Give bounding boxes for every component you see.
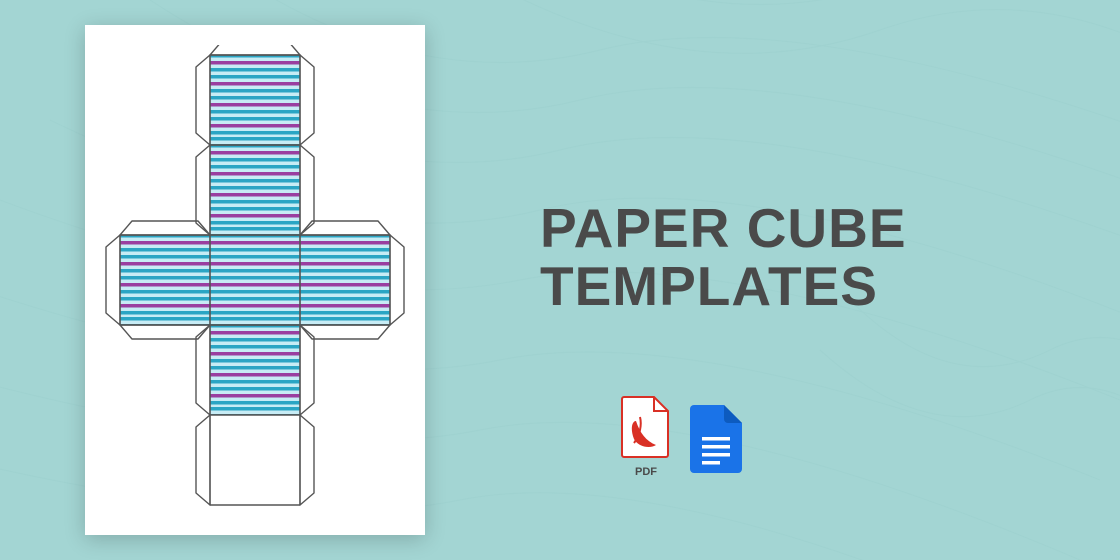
title-line-1: PAPER CUBE — [540, 200, 907, 258]
page-title: PAPER CUBE TEMPLATES — [540, 200, 907, 316]
google-docs-icon — [690, 405, 742, 473]
pdf-format[interactable]: PDF — [620, 395, 672, 478]
title-line-2: TEMPLATES — [540, 258, 907, 316]
pdf-icon — [620, 395, 672, 459]
cube-net-diagram — [105, 45, 405, 515]
format-icons-row: PDF — [620, 395, 742, 478]
template-paper — [85, 25, 425, 535]
pdf-label: PDF — [620, 466, 672, 478]
docs-format[interactable] — [690, 405, 742, 478]
